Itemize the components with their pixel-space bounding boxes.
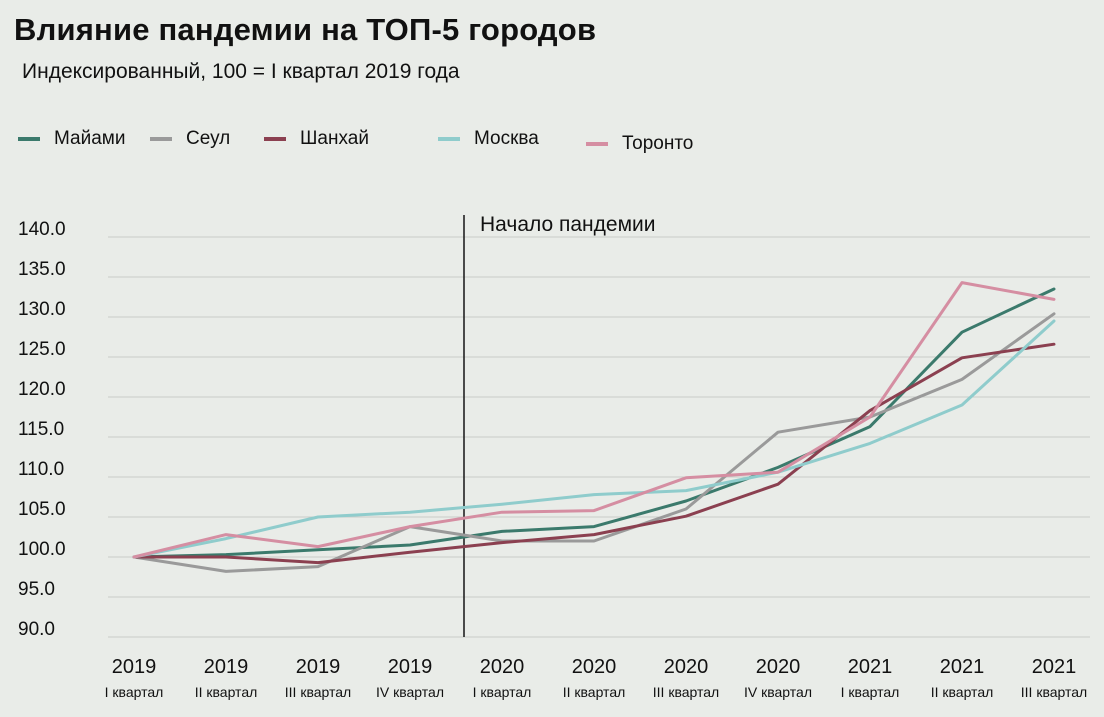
x-tick-year-label: 2021 <box>940 656 985 678</box>
x-tick-year-label: 2021 <box>1032 656 1077 678</box>
series-line-5 <box>132 281 1056 559</box>
x-tick-quarter-label: II квартал <box>931 684 994 700</box>
legend-swatch <box>264 137 286 141</box>
x-tick-year-label: 2019 <box>204 656 249 678</box>
legend-label: Сеул <box>186 128 231 149</box>
legend-swatch <box>586 142 608 146</box>
x-tick-year-label: 2020 <box>480 656 525 678</box>
x-tick-quarter-label: IV квартал <box>744 684 812 700</box>
x-tick-year-label: 2020 <box>756 656 801 678</box>
y-tick-label: 140.0 <box>18 219 66 240</box>
legend-label: Москва <box>474 128 539 149</box>
y-tick-label: 125.0 <box>18 339 66 360</box>
pandemic-start-label: Начало пандемии <box>480 213 656 236</box>
y-tick-label: 115.0 <box>18 419 64 440</box>
y-tick-label: 135.0 <box>18 259 66 280</box>
y-tick-label: 90.0 <box>18 619 55 640</box>
legend-swatch <box>150 137 172 141</box>
chart-subtitle: Индексированный, 100 = I квартал 2019 го… <box>22 60 460 83</box>
x-tick-quarter-label: I квартал <box>841 684 900 700</box>
y-tick-label: 110.0 <box>18 459 64 480</box>
y-tick-label: 95.0 <box>18 579 55 600</box>
legend: Майами Сеул Шанхай Москва Торонто <box>18 128 718 158</box>
y-tick-label: 100.0 <box>18 539 66 560</box>
chart-title: Влияние пандемии на ТОП-5 городов <box>14 12 597 47</box>
x-tick-quarter-label: III квартал <box>1021 684 1087 700</box>
legend-swatch <box>438 137 460 141</box>
x-tick-year-label: 2019 <box>296 656 341 678</box>
x-tick-year-label: 2020 <box>572 656 617 678</box>
y-tick-label: 120.0 <box>18 379 66 400</box>
x-tick-quarter-label: I квартал <box>473 684 532 700</box>
x-tick-quarter-label: I квартал <box>105 684 164 700</box>
legend-label: Торонто <box>622 133 694 154</box>
x-tick-quarter-label: III квартал <box>653 684 719 700</box>
x-tick-quarter-label: III квартал <box>285 684 351 700</box>
x-tick-quarter-label: II квартал <box>195 684 258 700</box>
legend-item: Шанхай <box>264 128 369 150</box>
legend-swatch <box>18 137 40 141</box>
legend-item: Сеул <box>150 128 230 150</box>
series-line-3 <box>132 342 1056 565</box>
x-tick-year-label: 2021 <box>848 656 893 678</box>
x-tick-year-label: 2019 <box>112 656 157 678</box>
legend-label: Майами <box>54 128 126 149</box>
x-tick-year-label: 2020 <box>664 656 709 678</box>
series-line-2 <box>132 312 1056 573</box>
legend-label: Шанхай <box>300 128 369 149</box>
legend-item: Торонто <box>586 133 693 155</box>
x-tick-quarter-label: IV квартал <box>376 684 444 700</box>
x-tick-quarter-label: II квартал <box>563 684 626 700</box>
series-line-1 <box>132 287 1056 559</box>
x-tick-year-label: 2019 <box>388 656 433 678</box>
y-tick-label: 130.0 <box>18 299 66 320</box>
legend-item: Майами <box>18 128 125 150</box>
y-tick-label: 105.0 <box>18 499 66 520</box>
series-line-4 <box>132 319 1056 559</box>
legend-item: Москва <box>438 128 539 150</box>
